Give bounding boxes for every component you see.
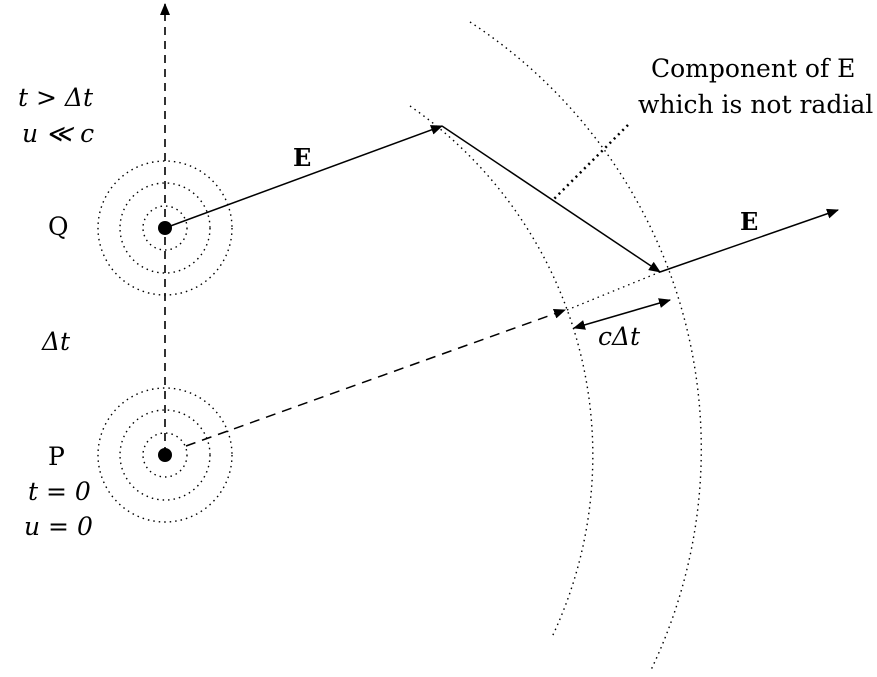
radial-continuation — [566, 271, 661, 311]
annotation-line2: which is not radial — [638, 90, 873, 119]
charge-p-dot — [158, 448, 172, 462]
q-ring-inner — [142, 205, 188, 251]
charge-q-rings — [97, 160, 233, 296]
moving-charge-speed-label: u ≪ c — [22, 119, 94, 148]
outer-shell-arc — [469, 21, 702, 673]
initial-speed-label: u = 0 — [24, 512, 93, 541]
initial-time-label: t = 0 — [28, 477, 91, 506]
p-ring-middle — [119, 409, 211, 501]
shell-thickness-arrow — [573, 298, 671, 330]
interval-label: Δt — [41, 327, 71, 356]
annotation-pointer — [552, 124, 629, 201]
inner-shell-arc — [409, 105, 594, 638]
p-ring-inner — [142, 432, 188, 478]
field-label-outer: E — [740, 207, 758, 236]
field-label-inner: E — [293, 143, 311, 172]
field-line-outer — [659, 208, 839, 273]
radial-line-from-p — [185, 309, 566, 447]
annotation-line1: Component of E — [651, 54, 855, 83]
moving-charge-time-label: t > Δt — [18, 83, 94, 112]
charge-p-rings — [97, 387, 233, 523]
shell-thickness-label: cΔt — [598, 322, 641, 351]
q-ring-outer — [97, 160, 233, 296]
q-ring-middle — [119, 182, 211, 274]
charge-q-dot — [158, 221, 172, 235]
charge-p-label: P — [48, 442, 65, 471]
p-ring-outer — [97, 387, 233, 523]
charge-q-label: Q — [48, 212, 69, 241]
field-line-inner — [164, 125, 443, 229]
field-line-kink — [441, 125, 661, 273]
